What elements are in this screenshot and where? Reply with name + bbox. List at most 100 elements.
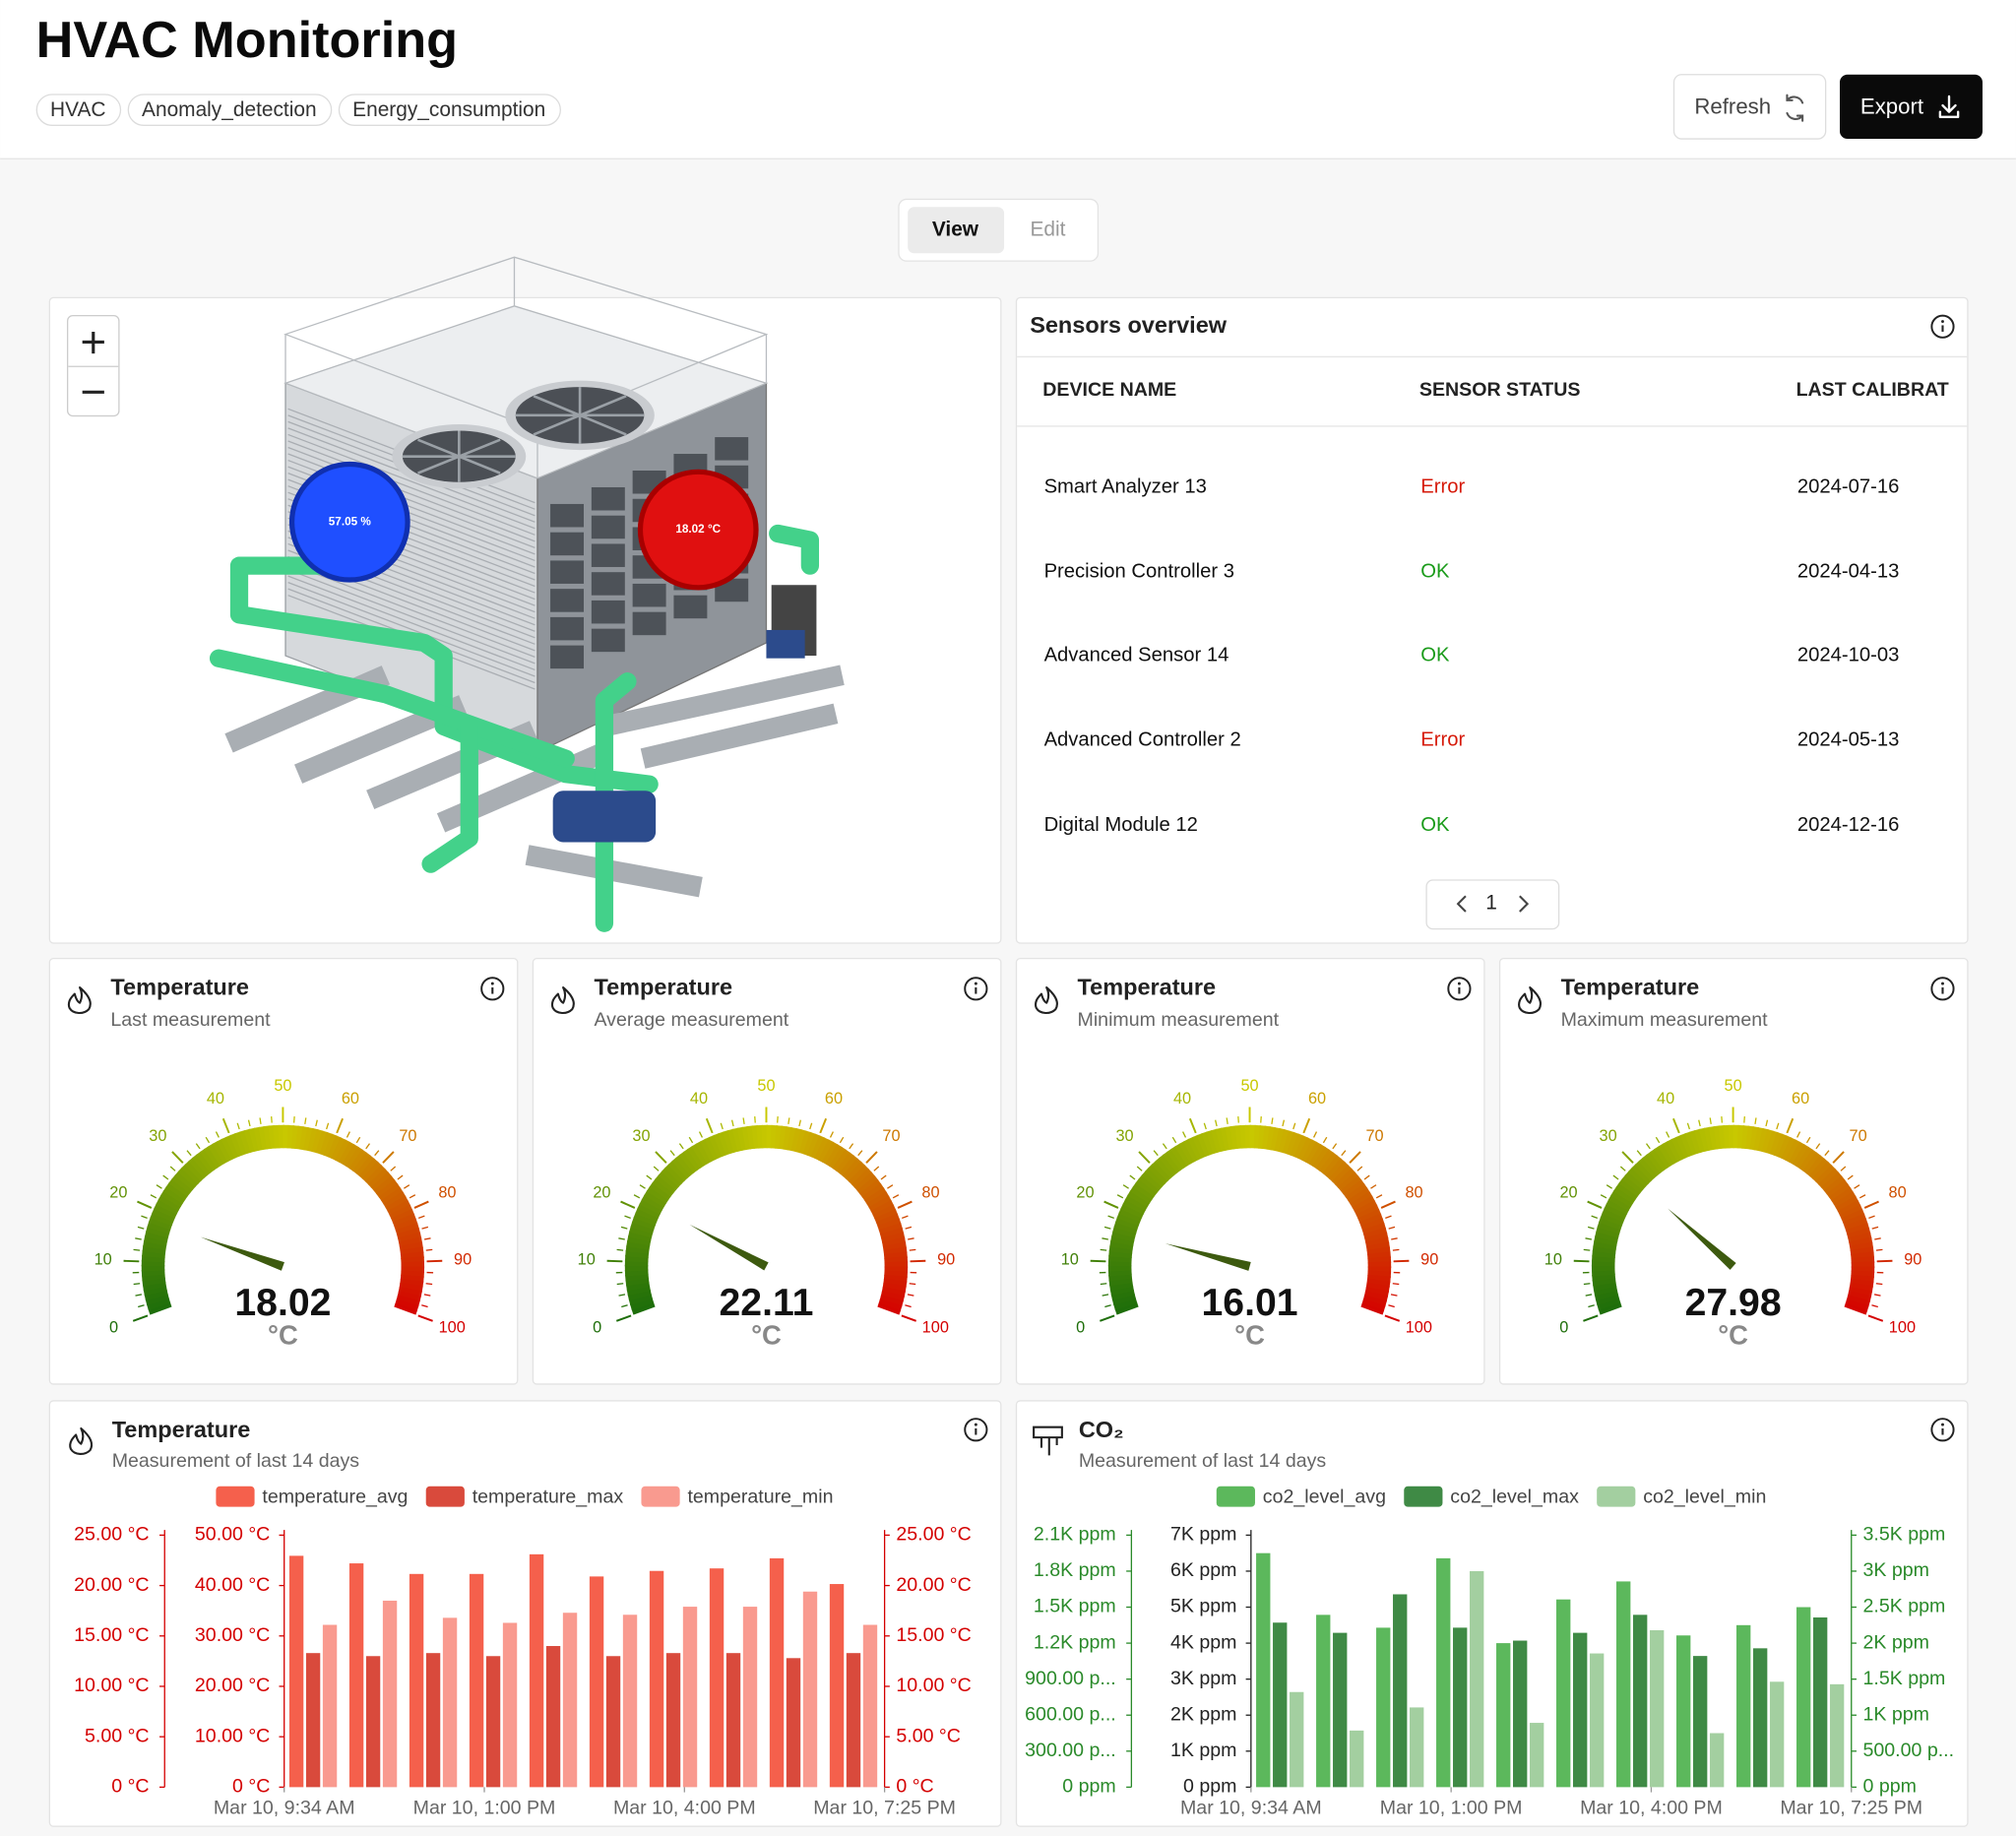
info-icon [1941,981,1944,985]
card-title: Temperature [1561,975,1700,1000]
legend-swatch [425,1486,465,1507]
gauge-band [882,1283,907,1293]
minor-tick [1612,1174,1619,1180]
minor-tick [1873,1294,1881,1297]
bar [1752,1648,1768,1788]
prev-page[interactable] [1456,895,1467,913]
minor-tick [742,1117,745,1124]
minor-tick [1375,1194,1383,1199]
tag [35,94,122,126]
gauge-band [303,1126,314,1152]
minor-tick [390,1166,397,1171]
gauge-band [870,1199,895,1216]
card-subtitle: Average measurement [594,1009,788,1031]
gauge-band [884,1261,909,1268]
gauge-band [387,1199,411,1216]
minor-tick [618,1237,625,1240]
x-tick-label: Mar 10, 4:00 PM [613,1798,756,1819]
minor-tick [1102,1237,1108,1240]
zoom-in[interactable] [82,331,104,354]
gauge-band [806,1133,821,1158]
card-subtitle: Maximum measurement [1561,1009,1769,1031]
gauge-band [1109,1240,1134,1250]
gauge-band [1820,1171,1843,1192]
gauge-value: 16.01 [1202,1282,1298,1324]
y-tick-label: 25.00 °C [896,1524,971,1546]
y-tick-label: 2.5K ppm [1863,1596,1946,1617]
minor-tick [1587,1226,1595,1230]
tab-edit[interactable]: Edit [1030,218,1065,240]
x-tick-label: Mar 10, 7:25 PM [1780,1798,1922,1819]
y-tick-label: 0 °C [111,1776,149,1798]
minor-tick [1122,1184,1129,1189]
export-button[interactable] [1839,74,1983,140]
bar [1256,1552,1271,1788]
panel [550,645,585,669]
column-header: DEVICE NAME [1042,379,1176,401]
refresh-label[interactable]: Refresh [1694,95,1771,119]
gauge-band [1650,1148,1669,1171]
y-tick-label: 0 °C [232,1776,270,1798]
sensor-marker[interactable] [288,461,410,583]
panel [591,543,625,567]
minor-tick [907,1294,914,1297]
gauge-card [532,957,1002,1385]
gauge-band [1593,1286,1618,1297]
minor-tick [1203,1122,1207,1130]
minor-tick [1858,1194,1866,1199]
gauge-tick [426,1259,443,1263]
gauge-band [731,1127,743,1152]
gauge-band [146,1226,170,1238]
sensor-marker[interactable] [637,469,759,591]
gauge-tick [1867,1314,1884,1322]
gauge-band [700,1138,716,1163]
minor-tick [1162,1143,1167,1150]
next-page[interactable] [1519,895,1530,913]
gauge-band [1293,1135,1309,1160]
table-cell: Smart Analyzer 13 [1044,475,1207,497]
gauge-band [174,1171,196,1191]
gauge-card [48,957,519,1385]
gauge-band [331,1137,346,1161]
gauge-band [143,1240,167,1250]
y-tick-label: 10.00 °C [74,1675,149,1696]
sensor-status: OK [1420,644,1450,665]
minor-tick [1356,1166,1363,1171]
gauge-band [158,1194,181,1212]
minor-tick [1840,1166,1847,1171]
bar [1556,1599,1571,1788]
minor-tick [137,1226,145,1230]
gauge-tick [910,1259,926,1263]
gauge-band [1215,1127,1227,1152]
gauge-band [1798,1149,1818,1171]
minor-tick [1182,1131,1187,1138]
gauge-band [1792,1144,1809,1168]
gauge-tick [1672,1117,1680,1134]
gauge-band [1206,1129,1219,1155]
gauge-band [1192,1134,1207,1159]
export-label[interactable]: Export [1860,95,1923,119]
tab-view[interactable]: View [932,218,979,240]
page-number[interactable]: 1 [1485,892,1497,915]
tag-label: Anomaly_detection [142,98,317,121]
refresh-button[interactable] [1672,74,1827,140]
gauge-band [394,1302,418,1315]
minor-tick [1824,1150,1830,1157]
bar [1632,1614,1648,1788]
bar [562,1613,578,1788]
minor-tick [849,1143,854,1150]
gauge-band [224,1134,240,1159]
table-cell: 2024-05-13 [1797,729,1900,751]
gauge-tick [705,1117,714,1134]
cooling-tower-illustration [209,256,845,932]
gauge-unit: °C [751,1320,782,1351]
bar [1649,1630,1665,1788]
gauge-band [398,1236,423,1247]
minor-tick [616,1283,624,1286]
bar [1676,1635,1691,1788]
gauge-band [159,1190,184,1208]
gauge-band [1598,1216,1623,1231]
gauge-band [199,1148,219,1171]
gauge-tick-label: 0 [1076,1318,1085,1336]
gauge-band [683,1148,702,1171]
